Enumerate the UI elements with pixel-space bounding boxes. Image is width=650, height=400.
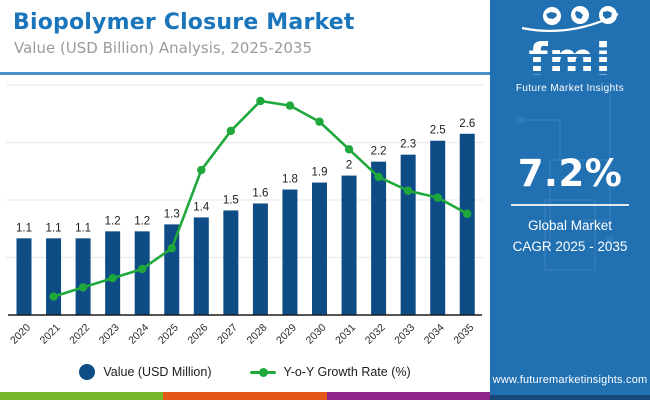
svg-text:2030: 2030	[304, 322, 329, 347]
fmi-logo-globes	[521, 6, 619, 33]
chart-legend: Value (USD Million) Y-o-Y Growth Rate (%…	[0, 364, 490, 380]
strip-segment-orange	[163, 392, 327, 400]
svg-text:2031: 2031	[333, 322, 358, 347]
legend-item-value: Value (USD Million)	[79, 364, 212, 380]
svg-text:2029: 2029	[274, 322, 299, 347]
svg-text:1.9: 1.9	[312, 167, 328, 179]
legend-value-label: Value (USD Million)	[103, 365, 212, 379]
svg-text:1.2: 1.2	[105, 215, 121, 227]
svg-text:1.1: 1.1	[46, 222, 62, 234]
svg-text:2026: 2026	[185, 322, 210, 347]
svg-text:1.5: 1.5	[223, 194, 239, 206]
svg-text:2032: 2032	[363, 322, 388, 347]
growth-line-series	[49, 96, 472, 301]
bar-series	[16, 133, 475, 315]
strip-segment-purple	[326, 392, 490, 400]
x-axis-labels: 2020 2021 2022 2023 2024 2025 2026 2027 2028 2029…	[8, 322, 476, 347]
svg-text:2020: 2020	[8, 322, 33, 347]
svg-text:2024: 2024	[126, 322, 151, 347]
svg-text:2021: 2021	[38, 322, 63, 347]
fmi-brand-text: fmi	[528, 34, 612, 85]
legend-growth-label: Y-o-Y Growth Rate (%)	[283, 365, 411, 379]
svg-text:1.3: 1.3	[164, 208, 180, 220]
svg-text:2.5: 2.5	[430, 125, 446, 137]
strip-segment-green	[0, 392, 164, 400]
svg-text:2: 2	[346, 160, 352, 172]
svg-text:1.6: 1.6	[252, 187, 268, 199]
svg-text:1.4: 1.4	[193, 201, 210, 213]
svg-text:1.1: 1.1	[75, 222, 91, 234]
website-url: www.futuremarketinsights.com	[492, 374, 648, 386]
brand-caption: Future Market Insights	[515, 83, 625, 94]
svg-text:2.3: 2.3	[400, 139, 416, 151]
header: Biopolymer Closure Market Value (USD Bil…	[0, 0, 490, 75]
svg-text:2.6: 2.6	[459, 118, 475, 130]
svg-text:1.2: 1.2	[134, 215, 150, 227]
svg-text:2022: 2022	[67, 322, 92, 347]
stat-divider	[511, 204, 629, 206]
stat-label: Global Market CAGR 2025 - 2035	[490, 216, 650, 258]
map-icon	[571, 6, 589, 24]
bar-line-chart: 1.1 1.1 1.1 1.2 1.2 1.3 1.4 1.5 1.6 1.8 1.9 2 2.2 2.3…	[6, 84, 484, 347]
legend-item-growth: Y-o-Y Growth Rate (%)	[249, 365, 411, 379]
page-subtitle: Value (USD Billion) Analysis, 2025-2035	[14, 39, 312, 57]
fmi-logo: fmi Future Market Insights	[490, 6, 650, 94]
svg-text:2033: 2033	[392, 322, 417, 347]
sidebar: fmi Future Market Insights 7.2% Global M…	[490, 0, 650, 400]
stat-label-line1: Global Market	[527, 218, 613, 233]
svg-text:2027: 2027	[215, 322, 240, 347]
globe-icon	[599, 6, 617, 24]
svg-text:2.2: 2.2	[371, 146, 387, 158]
svg-text:2035: 2035	[451, 322, 476, 347]
stat-label-line2: CAGR 2025 - 2035	[512, 238, 628, 254]
svg-text:2023: 2023	[97, 322, 122, 347]
fmi-wordmark: fmi	[522, 38, 618, 82]
value-labels: 1.1 1.1 1.1 1.2 1.2 1.3 1.4 1.5 1.6 1.8 1.9 2 2.2 2.3…	[16, 118, 475, 235]
svg-text:1.1: 1.1	[16, 222, 32, 234]
svg-text:2025: 2025	[156, 322, 181, 347]
chart-panel: Biopolymer Closure Market Value (USD Bil…	[0, 0, 490, 400]
svg-text:2028: 2028	[245, 322, 270, 347]
map-icon	[543, 7, 561, 25]
page-title: Biopolymer Closure Market	[13, 10, 355, 35]
cagr-stat: 7.2% Global Market CAGR 2025 - 2035	[490, 152, 650, 258]
value-series-swatch-icon	[79, 364, 96, 380]
growth-series-swatch-icon	[249, 367, 276, 377]
sidebar-bottom-strip	[490, 395, 650, 400]
footer-color-strip	[0, 392, 490, 400]
svg-text:1.8: 1.8	[282, 174, 298, 186]
svg-text:2034: 2034	[422, 322, 447, 347]
cagr-value: 7.2%	[517, 152, 623, 195]
